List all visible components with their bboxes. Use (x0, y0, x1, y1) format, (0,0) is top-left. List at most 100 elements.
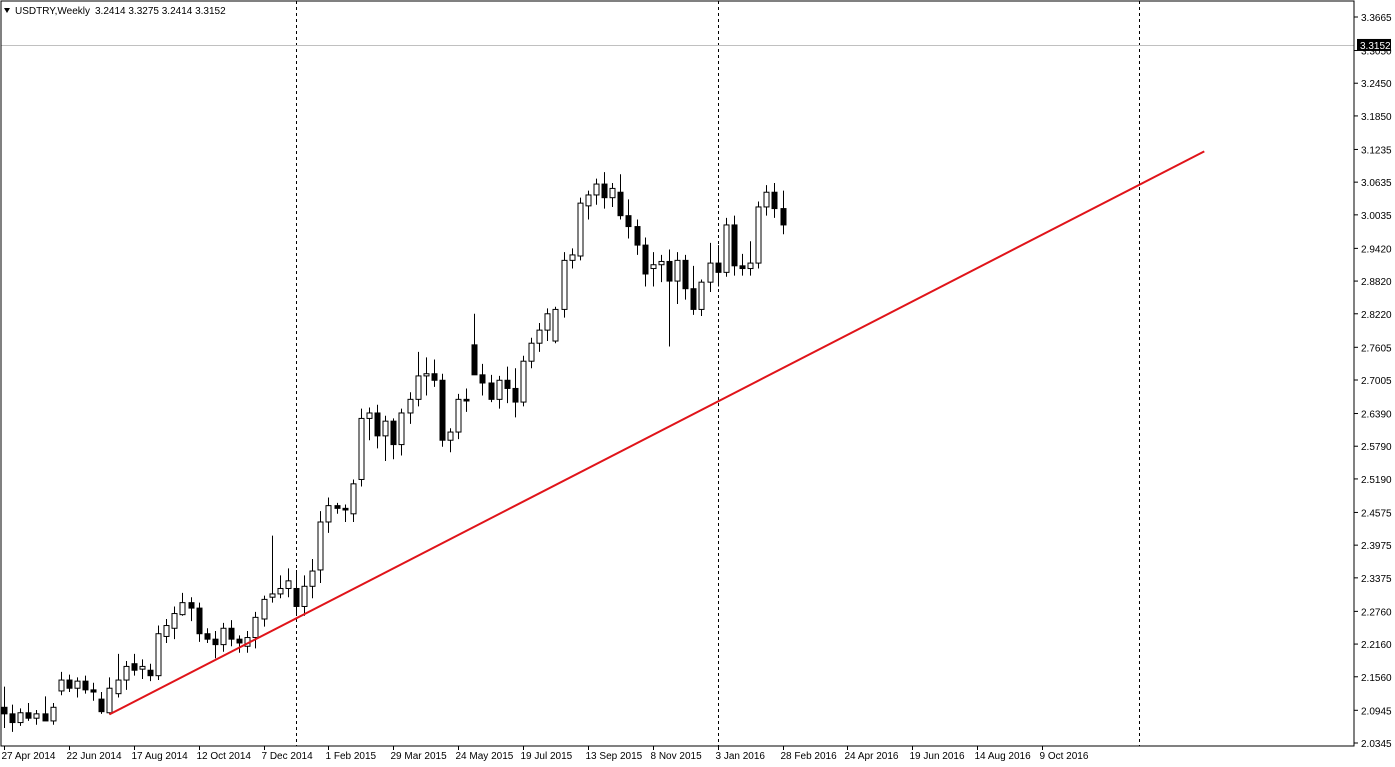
candle-25 (204, 628, 211, 643)
trendline[interactable] (108, 150, 1205, 716)
y-tick-label: 3.3665 (1361, 13, 1392, 24)
y-tick-label: 2.2160 (1361, 640, 1392, 651)
candle-18 (147, 663, 154, 682)
candle-body (301, 585, 308, 607)
candle-40 (325, 497, 332, 533)
y-tick-label: 2.4575 (1361, 508, 1392, 519)
y-tick-label: 3.1235 (1361, 145, 1392, 156)
y-tick-label: 2.9420 (1361, 244, 1392, 255)
candle-48 (390, 418, 397, 460)
triangle-down-icon[interactable] (4, 8, 10, 13)
candle-body (601, 183, 608, 199)
candle-body (593, 183, 600, 196)
candle-14 (115, 653, 122, 698)
candle-50 (407, 392, 414, 424)
candle-51 (415, 351, 422, 407)
candle-75 (609, 182, 616, 207)
candle-13 (106, 677, 113, 715)
candle-74 (601, 172, 608, 209)
candle-body (642, 244, 649, 275)
candle-42 (342, 504, 349, 522)
candle-body (715, 262, 722, 273)
candle-4 (33, 710, 40, 725)
candle-93 (755, 201, 762, 269)
candle-body (625, 215, 632, 228)
x-tick-label: 19 Jul 2015 (521, 751, 573, 762)
candle-46 (374, 404, 381, 449)
x-tick-label: 19 Jun 2016 (910, 751, 965, 762)
y-tick-label: 2.5190 (1361, 475, 1392, 486)
price-axis: 3.3665 3.3050 3.2450 3.1850 3.1235 3.0635 3.00… (1354, 13, 1392, 750)
candle-33 (269, 535, 276, 603)
candle-body (204, 633, 211, 640)
candle-body (471, 344, 478, 376)
candle-41 (334, 502, 341, 514)
candle-91 (739, 253, 746, 276)
y-tick-label: 2.2760 (1361, 607, 1392, 618)
candle-body (390, 420, 397, 446)
candle-body (188, 602, 195, 609)
candle-body (512, 387, 519, 403)
y-tick-label: 3.2450 (1361, 79, 1392, 90)
candle-71 (577, 197, 584, 261)
x-tick-label: 9 Oct 2016 (1040, 751, 1089, 762)
candle-body (17, 712, 24, 724)
candle-body (25, 712, 32, 719)
candle-85 (690, 265, 697, 315)
candle-95 (771, 182, 778, 218)
candle-body (423, 373, 430, 377)
candle-body (358, 417, 365, 480)
price-tag-background (1357, 38, 1391, 51)
candle-body (9, 713, 16, 724)
candle-94 (763, 185, 770, 216)
candle-body (293, 587, 300, 607)
candle-body (780, 208, 787, 226)
candle-body (171, 613, 178, 629)
candle-body (33, 713, 40, 719)
period-separators (296, 1, 1140, 746)
candles (1, 172, 787, 732)
candle-64 (520, 355, 527, 407)
candle-body (74, 680, 81, 689)
candle-53 (431, 359, 438, 387)
candle-68 (552, 306, 559, 344)
candle-body (309, 570, 316, 587)
candle-66 (536, 323, 543, 352)
candle-39 (317, 511, 324, 584)
y-tick-label: 2.8220 (1361, 310, 1392, 321)
candle-body (698, 281, 705, 310)
candle-76 (617, 174, 624, 220)
candle-5 (42, 696, 49, 722)
candle-body (617, 191, 624, 217)
candle-body (577, 202, 584, 257)
candle-body (690, 288, 697, 310)
price-tag-value: 3.3152 (1360, 41, 1391, 52)
y-tick-label: 2.3975 (1361, 541, 1392, 552)
candle-3 (25, 702, 32, 721)
candle-20 (163, 619, 170, 643)
x-tick-label: 22 Jun 2014 (67, 751, 122, 762)
candle-body (82, 680, 89, 691)
candle-body (196, 607, 203, 635)
candle-15 (123, 660, 130, 690)
candle-body (463, 398, 470, 402)
candle-43 (350, 479, 357, 522)
candle-78 (634, 219, 641, 255)
candle-6 (50, 702, 57, 725)
candle-body (334, 505, 341, 509)
candle-body (609, 187, 616, 199)
candle-body (90, 689, 97, 693)
candle-23 (188, 597, 195, 622)
candle-body (536, 329, 543, 344)
candle-body (731, 224, 738, 267)
candle-80 (650, 252, 657, 287)
candle-96 (780, 190, 787, 235)
candle-8 (66, 674, 73, 693)
x-tick-label: 29 Mar 2015 (391, 751, 448, 762)
candle-36 (293, 569, 300, 615)
candle-body (58, 679, 65, 692)
candle-body (98, 698, 105, 713)
y-tick-label: 2.8820 (1361, 277, 1392, 288)
